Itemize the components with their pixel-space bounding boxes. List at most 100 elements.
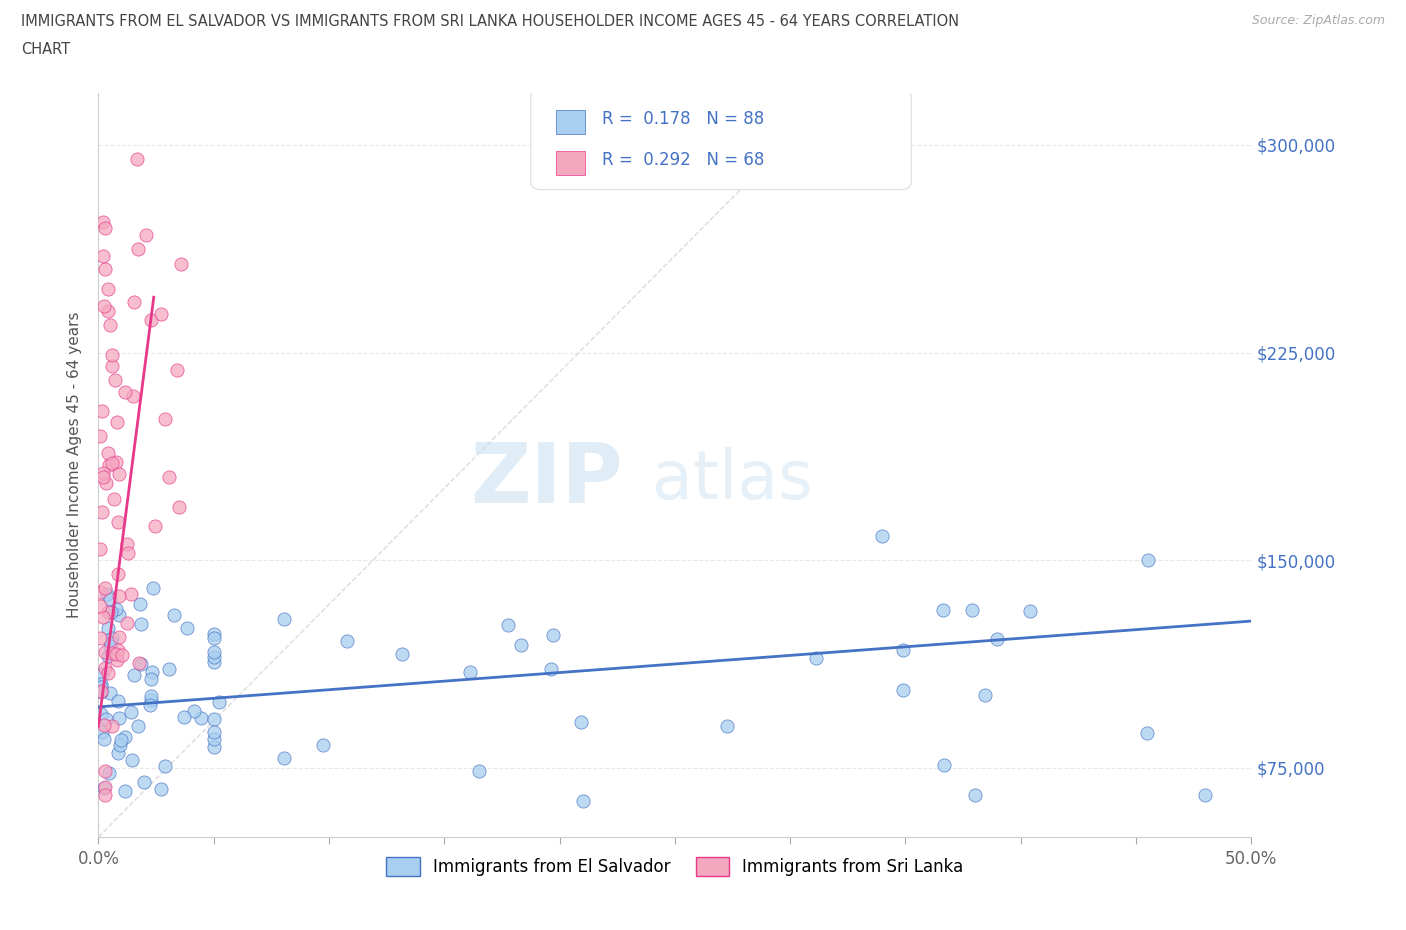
Point	[202, 724, 225, 739]
Point	[94, 779, 117, 794]
Point	[98, 317, 121, 332]
Point	[1136, 552, 1159, 567]
Text: Source: ZipAtlas.com: Source: ZipAtlas.com	[1251, 14, 1385, 27]
Point	[98, 639, 121, 654]
Point	[91, 724, 114, 739]
Point	[170, 257, 193, 272]
Point	[127, 242, 149, 257]
Point	[202, 631, 225, 645]
Point	[100, 604, 122, 619]
Point	[458, 664, 481, 679]
Point	[127, 718, 149, 733]
Point	[142, 580, 165, 595]
Point	[496, 618, 519, 632]
Point	[93, 731, 115, 746]
Point	[960, 603, 983, 618]
Point	[157, 470, 180, 485]
Point	[1136, 725, 1159, 740]
Point	[932, 758, 955, 773]
Point	[97, 303, 120, 318]
Point	[121, 752, 143, 767]
Point	[89, 631, 111, 645]
Point	[973, 687, 995, 702]
Point	[149, 307, 172, 322]
Point	[108, 737, 131, 752]
Point	[90, 676, 112, 691]
Point	[107, 746, 129, 761]
Point	[94, 581, 117, 596]
Point	[97, 282, 120, 297]
Point	[91, 404, 114, 418]
Point	[94, 644, 117, 659]
Point	[105, 414, 128, 429]
Point	[89, 429, 111, 444]
Point	[131, 617, 153, 631]
Point	[94, 788, 117, 803]
Point	[94, 712, 117, 727]
Text: R =  0.292   N = 68: R = 0.292 N = 68	[602, 151, 765, 169]
Point	[97, 620, 120, 635]
Point	[157, 662, 180, 677]
Point	[122, 295, 145, 310]
Point	[122, 668, 145, 683]
Point	[932, 603, 955, 618]
Point	[870, 528, 893, 543]
Point	[173, 710, 195, 724]
Point	[115, 537, 138, 551]
Point	[153, 759, 176, 774]
Point	[101, 718, 124, 733]
Point	[571, 793, 593, 808]
Point	[139, 693, 162, 708]
Point	[510, 638, 533, 653]
Text: atlas: atlas	[652, 447, 813, 512]
Point	[91, 470, 114, 485]
Point	[91, 215, 114, 230]
Point	[105, 653, 128, 668]
Point	[128, 655, 150, 670]
Point	[107, 643, 129, 658]
Point	[107, 566, 129, 581]
Point	[94, 220, 117, 235]
Point	[893, 643, 915, 658]
Point	[90, 666, 112, 681]
Point	[153, 412, 176, 427]
Point	[183, 703, 205, 718]
Legend: Immigrants from El Salvador, Immigrants from Sri Lanka: Immigrants from El Salvador, Immigrants …	[378, 848, 972, 884]
Point	[91, 248, 114, 263]
Point	[190, 711, 212, 725]
Point	[176, 620, 198, 635]
Point	[107, 466, 129, 481]
Point	[94, 475, 117, 490]
Point	[1018, 603, 1040, 618]
Point	[100, 645, 122, 660]
Point	[273, 611, 295, 626]
Point	[986, 631, 1008, 646]
Point	[135, 228, 157, 243]
Point	[132, 775, 155, 790]
Point	[108, 589, 131, 604]
Point	[103, 373, 125, 388]
Point	[90, 504, 112, 519]
Point	[90, 707, 112, 722]
Point	[89, 598, 111, 613]
Point	[98, 685, 121, 700]
Point	[129, 657, 152, 671]
Point	[202, 712, 225, 727]
Point	[110, 732, 132, 747]
Point	[202, 644, 225, 659]
Text: CHART: CHART	[21, 42, 70, 57]
Point	[91, 465, 114, 480]
FancyBboxPatch shape	[557, 110, 585, 134]
Point	[104, 646, 127, 661]
Point	[94, 764, 117, 778]
Point	[98, 591, 121, 606]
Point	[166, 363, 188, 378]
Point	[202, 655, 225, 670]
Point	[125, 152, 148, 166]
Point	[141, 689, 163, 704]
Point	[117, 616, 139, 631]
Point	[540, 662, 562, 677]
Point	[94, 262, 117, 277]
Point	[114, 729, 136, 744]
Point	[93, 299, 115, 313]
